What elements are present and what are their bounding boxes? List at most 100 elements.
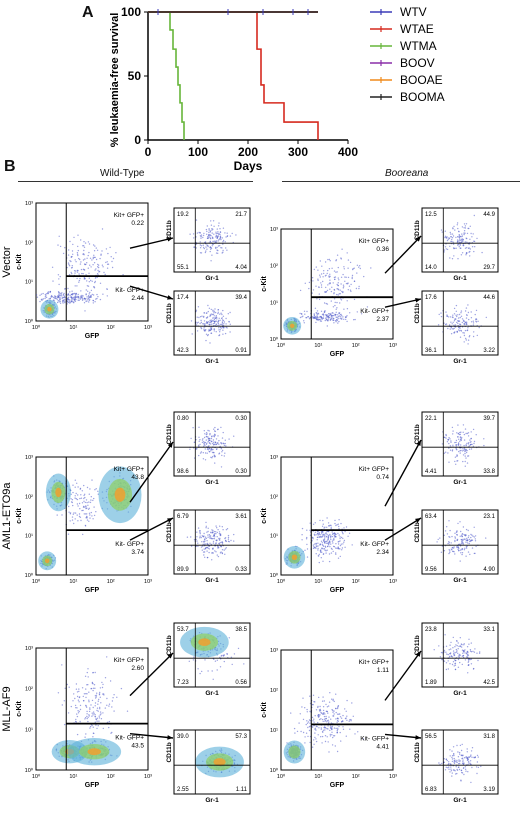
event-dot	[352, 268, 354, 270]
event-dot	[332, 317, 334, 320]
event-dot	[326, 542, 329, 544]
event-dot	[457, 548, 459, 550]
event-dot	[222, 243, 224, 245]
event-dot	[452, 321, 454, 323]
event-dot	[218, 324, 220, 326]
event-dot	[335, 727, 337, 730]
event-dot	[78, 710, 81, 713]
event-dot	[208, 551, 210, 554]
event-dot	[64, 301, 66, 304]
event-dot	[448, 536, 450, 538]
event-dot	[218, 533, 221, 535]
event-dot	[340, 740, 342, 742]
event-dot	[62, 299, 65, 301]
event-dot	[78, 513, 81, 515]
event-dot	[470, 311, 472, 313]
event-dot	[216, 236, 218, 238]
event-dot	[344, 530, 346, 533]
event-dot	[466, 237, 468, 240]
event-dot	[446, 236, 448, 238]
event-dot	[329, 727, 332, 729]
event-dot	[83, 500, 85, 502]
event-dot	[318, 714, 320, 716]
event-dot	[445, 434, 447, 437]
event-dot	[311, 726, 314, 728]
event-dot	[61, 292, 63, 294]
event-dot	[337, 314, 339, 316]
event-dot	[345, 276, 347, 278]
event-dot	[195, 448, 197, 450]
event-dot	[458, 246, 460, 248]
event-dot	[472, 322, 475, 324]
event-dot	[77, 254, 79, 257]
event-dot	[304, 282, 306, 284]
event-dot	[464, 538, 466, 540]
event-dot	[213, 225, 215, 227]
y-axis-cd11b: CD11b	[414, 303, 421, 323]
event-dot	[223, 654, 225, 656]
event-dot	[319, 519, 321, 522]
event-dot	[448, 541, 450, 543]
event-dot	[200, 451, 203, 453]
event-dot	[334, 745, 336, 747]
event-dot	[447, 542, 449, 545]
event-dot	[457, 239, 459, 241]
event-dot	[337, 523, 339, 525]
event-dot	[111, 260, 113, 263]
event-dot	[465, 449, 467, 451]
y-decade-label: 10³	[25, 201, 33, 207]
event-dot	[86, 515, 88, 518]
event-dot	[452, 243, 455, 245]
event-dot	[212, 319, 214, 322]
event-dot	[106, 261, 108, 263]
event-dot	[214, 434, 216, 437]
event-dot	[212, 547, 214, 549]
event-dot	[202, 246, 205, 249]
event-dot	[307, 726, 309, 729]
event-dot	[217, 231, 219, 233]
event-dot	[316, 536, 319, 539]
event-dot	[309, 522, 311, 524]
event-dot	[312, 704, 314, 706]
event-dot	[224, 241, 226, 243]
quad-lower-right: 0.56	[235, 680, 247, 686]
event-dot	[463, 444, 465, 447]
event-dot	[328, 268, 331, 270]
event-dot	[86, 715, 88, 718]
event-dot	[70, 705, 73, 708]
event-dot	[324, 740, 327, 743]
event-dot	[286, 742, 288, 744]
event-dot	[460, 310, 463, 312]
event-dot	[329, 729, 331, 732]
event-dot	[69, 240, 71, 243]
event-dot	[212, 240, 214, 243]
event-dot	[214, 317, 217, 319]
event-dot	[77, 712, 80, 714]
event-dot	[459, 433, 461, 436]
event-dot	[351, 277, 353, 280]
y-decade-label: 10⁰	[270, 572, 279, 579]
quad-upper-left: 17.6	[425, 295, 437, 301]
event-dot	[330, 528, 332, 530]
event-dot	[337, 557, 340, 559]
event-dot	[74, 297, 76, 300]
event-dot	[84, 263, 86, 265]
event-dot	[333, 710, 335, 712]
event-dot	[84, 310, 86, 312]
event-dot	[214, 430, 217, 433]
event-dot	[112, 697, 114, 699]
event-dot	[474, 246, 476, 248]
event-dot	[92, 256, 95, 258]
event-dot	[203, 320, 206, 322]
event-dot	[325, 717, 327, 720]
event-dot	[70, 498, 72, 500]
event-dot	[451, 547, 454, 549]
event-dot	[76, 715, 79, 718]
event-dot	[216, 246, 218, 249]
event-dot	[203, 329, 205, 331]
y-axis-cd11b: CD11b	[166, 220, 173, 240]
event-dot	[221, 451, 223, 453]
event-dot	[462, 538, 464, 540]
event-dot	[337, 282, 339, 284]
event-dot	[76, 253, 79, 255]
